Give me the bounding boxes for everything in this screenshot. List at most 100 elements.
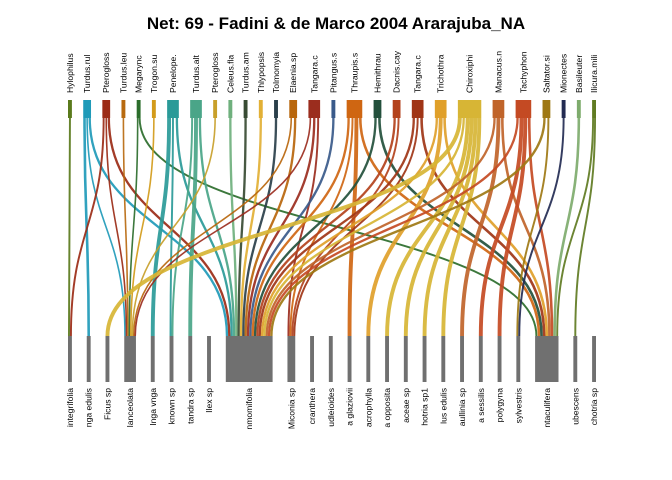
higher-species-bar [167, 100, 179, 118]
interaction-link [134, 117, 312, 337]
interaction-link [260, 117, 438, 337]
interaction-link [553, 117, 581, 337]
interaction-link [122, 117, 129, 337]
lower-species-bar [86, 336, 91, 382]
higher-level-labels: Hylophilus Turdus.rul Pterogloss Turdus.leu… [65, 50, 599, 93]
interaction-link [291, 117, 400, 337]
interaction-link [244, 117, 297, 337]
interaction-link [518, 117, 565, 337]
interaction-link [347, 117, 359, 337]
higher-species-label: Turdus.leu [118, 52, 128, 93]
lower-species-label: polygyna [495, 388, 505, 423]
higher-species-bar [515, 100, 532, 118]
interaction-link [198, 117, 236, 337]
lower-species-bar [225, 336, 273, 382]
lower-species-label: Miconia sp [286, 388, 296, 429]
higher-species-bar [492, 100, 505, 118]
higher-species-label: Turdus.am [241, 52, 251, 93]
higher-species-label: Tachyphon [518, 51, 528, 93]
higher-species-label: Hylophilus [65, 53, 75, 93]
interaction-link [132, 117, 293, 337]
higher-species-bar [258, 100, 263, 118]
chart-title: Net: 69 - Fadini & de Marco 2004 Araraju… [147, 14, 525, 33]
lower-species-label: ntaculifera [542, 388, 552, 428]
higher-species-bar [102, 100, 111, 118]
interaction-link [188, 117, 198, 337]
higher-species-label: Trichothra [436, 54, 446, 93]
higher-species-bar [121, 100, 126, 118]
lower-species-label: Ficus sp [102, 388, 112, 420]
interaction-links [68, 117, 596, 337]
lower-species-bar [188, 336, 193, 382]
interaction-link [175, 117, 233, 337]
higher-species-label: Pterogloss [101, 52, 111, 93]
lower-species-bar [328, 336, 333, 382]
lower-species-label: hotria sp1 [420, 388, 430, 426]
interaction-link [68, 117, 71, 337]
lower-species-label: aullinia sp [457, 388, 467, 426]
higher-species-label: Celeus.fla [225, 55, 235, 93]
interaction-link [270, 117, 546, 337]
lower-species-label: cranthera [307, 388, 317, 425]
higher-species-bar [213, 100, 218, 118]
higher-level-bars [68, 100, 596, 118]
lower-species-label: a sessilis [476, 388, 486, 423]
higher-species-bar [373, 100, 382, 118]
lower-species-bar [403, 336, 408, 382]
lower-species-bar [366, 336, 371, 382]
higher-species-bar [289, 100, 298, 118]
interaction-link [258, 117, 415, 337]
interaction-link [128, 117, 139, 337]
interaction-link [237, 117, 247, 337]
lower-species-bar [347, 336, 352, 382]
interaction-link [105, 117, 462, 337]
interaction-link [293, 117, 419, 337]
lower-species-bar [124, 336, 136, 382]
lower-species-bar [573, 336, 578, 382]
higher-species-label: Pitangus.s [328, 53, 338, 93]
higher-species-bar [434, 100, 447, 118]
interaction-link [516, 117, 550, 337]
interaction-link [422, 117, 478, 337]
lower-species-label: nga edulis [84, 388, 94, 427]
higher-species-bar [411, 100, 424, 118]
lower-species-bar [516, 336, 521, 382]
higher-species-bar [151, 100, 156, 118]
higher-species-bar [190, 100, 202, 118]
higher-species-label: Penelope. [168, 54, 178, 93]
lower-species-label: udleioides [326, 388, 336, 427]
interaction-link [107, 117, 231, 337]
lower-species-bar [385, 336, 389, 382]
lower-species-label: acrophylla [363, 388, 373, 427]
higher-species-bar [592, 100, 596, 118]
higher-species-bar [83, 100, 92, 118]
lower-species-label: ubescens [570, 388, 580, 425]
lower-species-label: sylvestris [513, 388, 523, 423]
lower-species-label: a glaziovii [345, 388, 355, 426]
interaction-link [239, 117, 262, 337]
lower-species-label: tandra sp [185, 388, 195, 424]
lower-level-bars [68, 336, 596, 382]
higher-species-bar [274, 100, 278, 118]
interaction-link [130, 117, 155, 337]
higher-species-label: Turdus.rul [82, 55, 92, 93]
lower-species-label: a opposita [382, 388, 392, 428]
interaction-link [556, 117, 595, 337]
lower-species-bar [460, 336, 464, 382]
lower-species-label: chotria sp [589, 388, 599, 425]
interaction-link [253, 117, 377, 337]
lower-species-bar [478, 336, 483, 382]
interaction-link [150, 117, 172, 337]
interaction-link [265, 117, 496, 337]
higher-species-label: Turdus.alt [191, 54, 201, 93]
higher-species-label: Tolmomyia [271, 52, 281, 93]
lower-species-bar [207, 336, 211, 382]
interaction-link [242, 117, 278, 337]
lower-species-bar [497, 336, 502, 382]
lower-species-bar [68, 336, 72, 382]
interaction-link [131, 117, 216, 337]
higher-species-label: Elaenia.sp [288, 53, 298, 93]
interaction-link [251, 117, 350, 337]
lower-species-bar [310, 336, 314, 382]
